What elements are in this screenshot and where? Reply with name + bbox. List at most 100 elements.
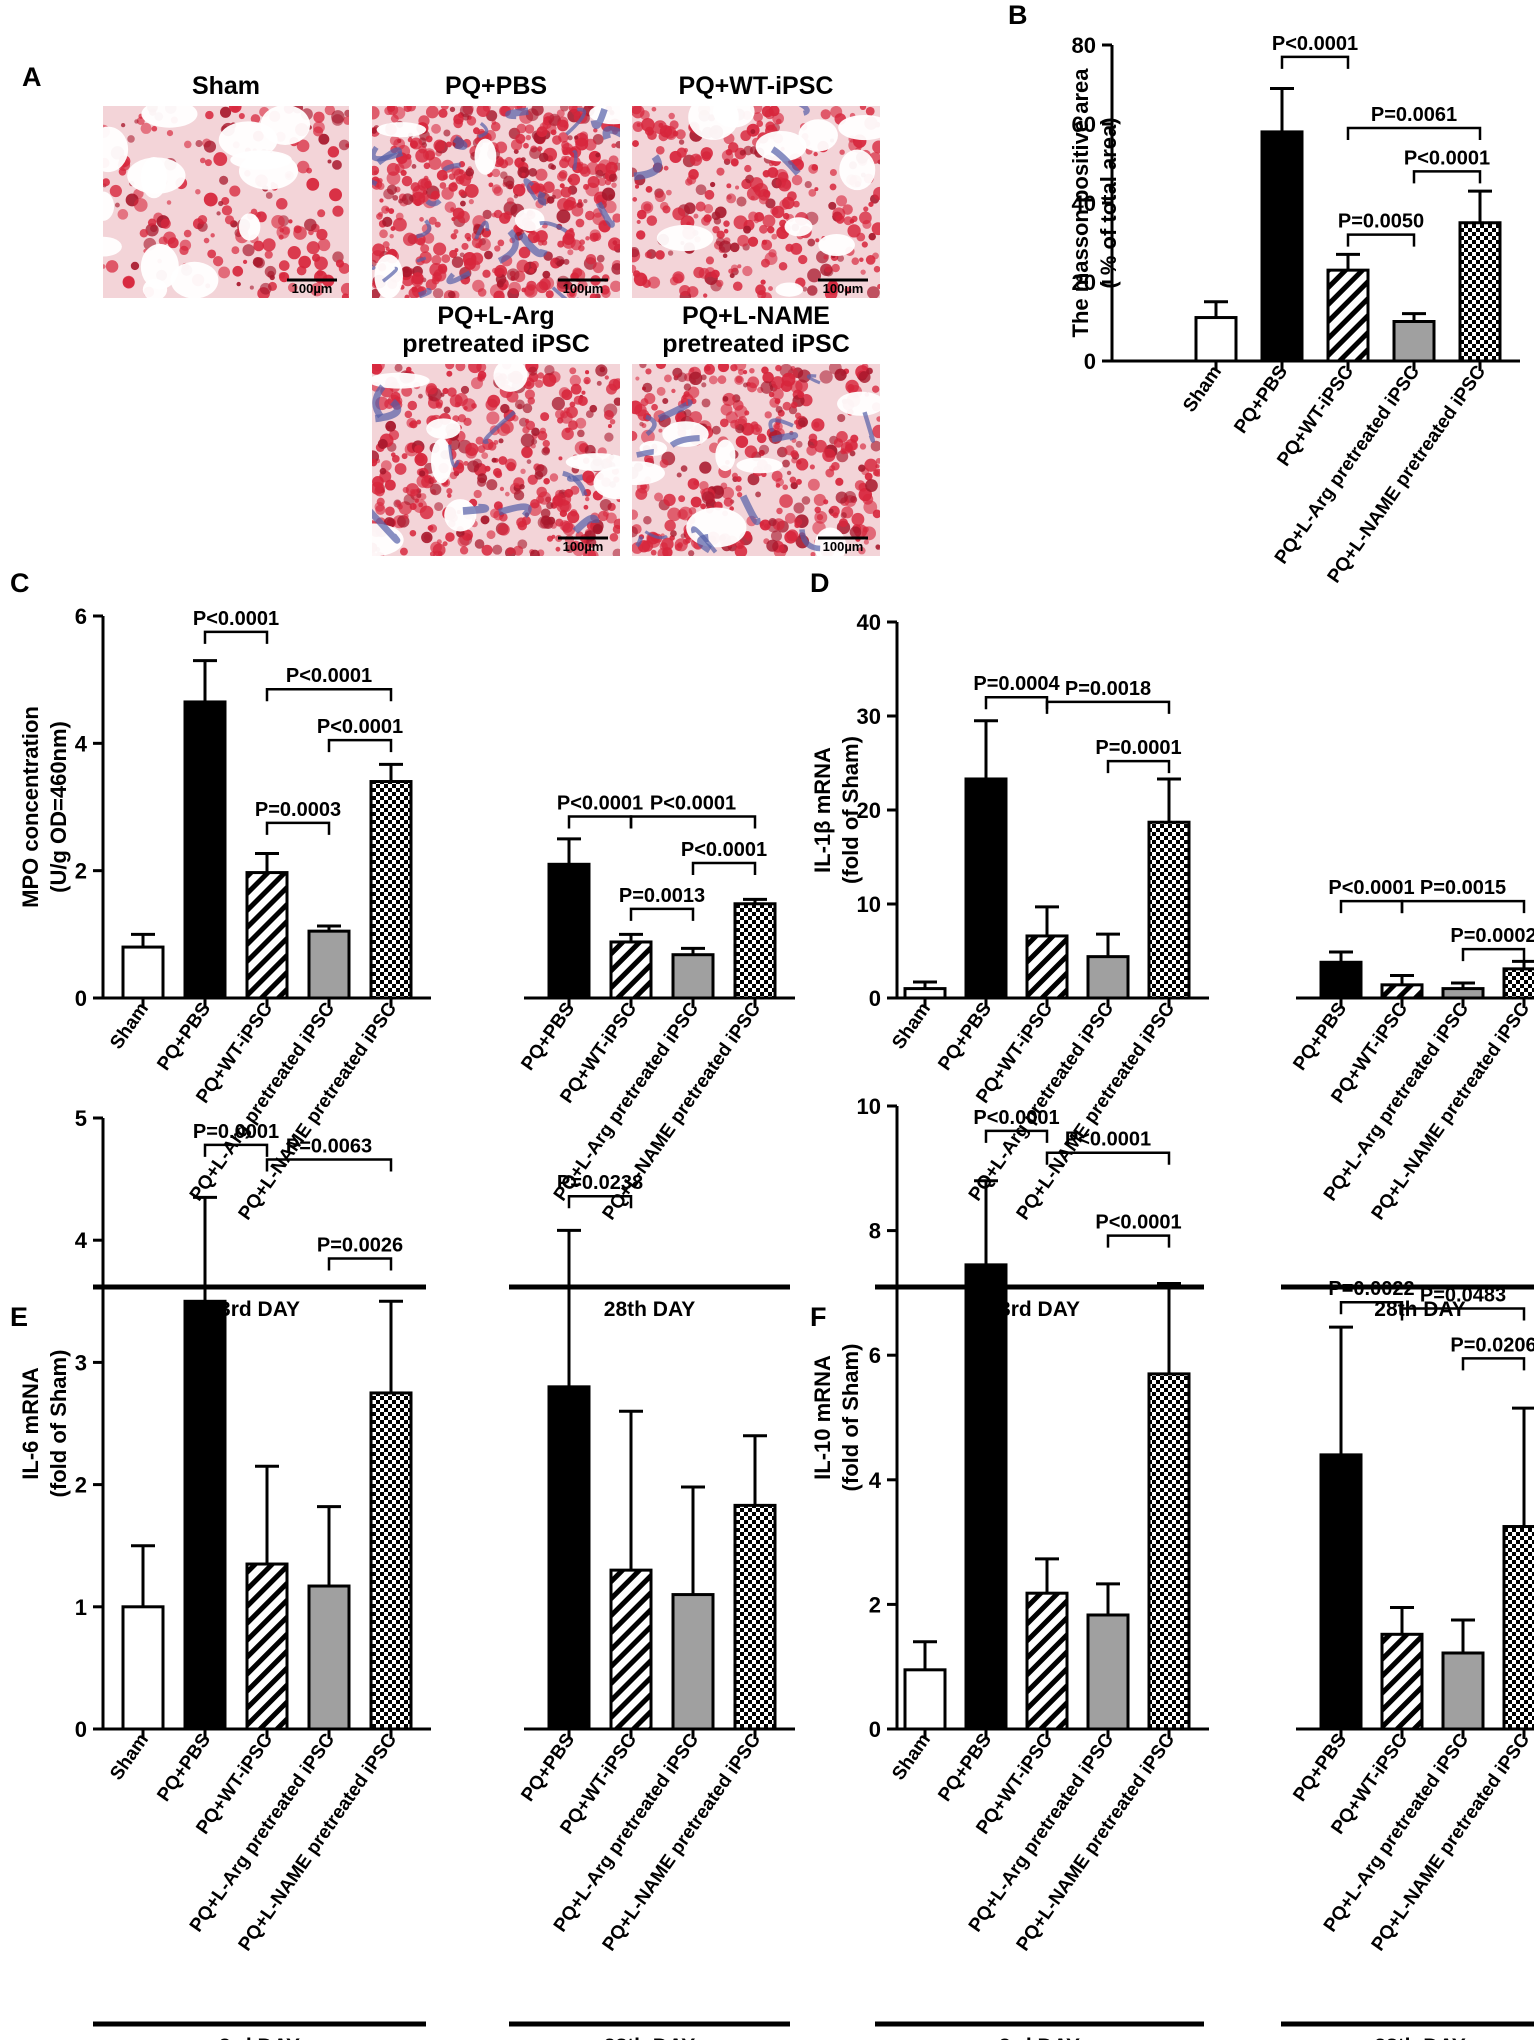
significance-bracket: [567, 1194, 633, 1209]
chart-c: C 0 2 4 6 MPO concentration (U/g OD=460nm) Sham…: [10, 568, 795, 1321]
significance-bracket: [1400, 1307, 1526, 1321]
day-group-label: 28th DAY: [1374, 2035, 1465, 2040]
significance-bracket: [265, 687, 393, 702]
y-axis-label: (fold of Sham): [838, 1344, 863, 1492]
significance-bracket: [567, 815, 633, 829]
micrograph-image: [103, 106, 349, 298]
x-tick-label: Sham: [106, 1730, 153, 1784]
y-axis-label: (U/g OD=460nm): [46, 721, 71, 893]
bar: [245, 871, 289, 1000]
bar: [307, 929, 351, 1000]
p-value-label: P=0.0238: [557, 1172, 643, 1194]
y-tick-label: 30: [857, 704, 881, 729]
p-value-label: P<0.0001: [681, 839, 767, 861]
x-tick-label: Sham: [888, 999, 935, 1053]
p-value-label: P=0.0018: [1065, 678, 1151, 700]
day-group-label: 3rd DAY: [219, 1298, 300, 1321]
bar: [121, 945, 165, 1000]
p-value-label: P=0.0022: [1328, 1278, 1414, 1300]
y-axis-label: The masson positive area: [1068, 68, 1093, 338]
day-group-label: 28th DAY: [604, 1298, 695, 1321]
x-tick-label: PQ+PBS: [1289, 1730, 1351, 1806]
significance-bracket: [265, 1158, 393, 1172]
bar: [671, 953, 715, 1000]
y-tick-label: 0: [1084, 349, 1096, 374]
y-tick-label: 2: [869, 1592, 881, 1617]
bar: [903, 1668, 947, 1731]
micrograph-title: Sham: [192, 72, 260, 100]
bar: [183, 1299, 227, 1731]
bar: [1086, 1613, 1130, 1731]
bar: [1147, 1372, 1191, 1731]
significance-bracket: [327, 738, 393, 753]
significance-bracket: [1346, 233, 1416, 247]
bar: [1502, 967, 1534, 1000]
y-tick-label: 6: [869, 1343, 881, 1368]
y-tick-label: 4: [869, 1468, 882, 1493]
bar: [1260, 130, 1304, 363]
y-tick-label: 1: [75, 1595, 87, 1620]
p-value-label: P=0.0013: [619, 885, 705, 907]
p-value-label: P=0.0002: [1450, 925, 1534, 947]
p-value-label: P=0.0001: [1095, 737, 1181, 759]
significance-bracket: [1461, 1357, 1526, 1371]
bar: [733, 1503, 777, 1731]
y-axis-label: MPO concentration: [18, 706, 43, 908]
bar: [1147, 820, 1191, 1000]
chart-b: B 0 20 40 60 80 The masson positive area( % of…: [1008, 0, 1520, 587]
p-value-label: P<0.0001: [650, 793, 736, 815]
y-tick-label: 20: [1072, 270, 1096, 295]
scale-bar-label: 100µm: [563, 539, 604, 554]
bar: [183, 700, 227, 1000]
p-value-label: P=0.0206: [1450, 1334, 1534, 1356]
bar: [1194, 316, 1238, 363]
micrograph-title: PQ+WT-iPSC: [679, 72, 834, 100]
y-tick-label: 80: [1072, 33, 1096, 58]
scale-bar-label: 100µm: [292, 281, 333, 296]
significance-bracket: [984, 1129, 1049, 1143]
significance-bracket: [1045, 1151, 1171, 1165]
bar: [1319, 1453, 1363, 1731]
x-tick-label: PQ+PBS: [517, 1730, 579, 1806]
y-tick-label: 0: [869, 1717, 881, 1742]
p-value-label: P=0.0003: [255, 799, 341, 821]
micrograph-title: PQ+PBS: [445, 72, 547, 100]
micrograph-title: PQ+L-Arg: [437, 302, 554, 330]
panel-label-d: D: [810, 568, 830, 598]
significance-bracket: [629, 907, 695, 921]
p-value-label: P<0.0001: [317, 716, 403, 738]
micrograph-title: PQ+L-NAME: [682, 302, 830, 330]
bar: [964, 777, 1008, 1000]
y-tick-label: 5: [75, 1106, 87, 1131]
y-axis-label: (fold of Sham): [46, 1350, 71, 1498]
x-tick-label: PQ+PBS: [153, 999, 215, 1075]
significance-bracket: [629, 815, 757, 829]
p-value-label: P<0.0001: [193, 608, 279, 630]
p-value-label: P<0.0001: [286, 665, 372, 687]
p-value-label: P=0.0004: [973, 673, 1060, 695]
x-tick-label: PQ+PBS: [934, 999, 996, 1075]
day-group-label: 3rd DAY: [999, 1298, 1080, 1321]
significance-bracket: [1339, 899, 1404, 914]
bar: [369, 780, 413, 1000]
bar: [1392, 320, 1436, 363]
x-tick-label: Sham: [106, 999, 153, 1053]
bar: [1086, 955, 1130, 1000]
significance-bracket: [1412, 170, 1482, 184]
panel-label-e: E: [10, 1302, 28, 1332]
p-value-label: P=0.0061: [1371, 104, 1457, 126]
y-tick-label: 2: [75, 1473, 87, 1498]
p-value-label: P=0.0026: [317, 1235, 403, 1257]
scale-bar-label: 100µm: [823, 281, 864, 296]
x-tick-label: PQ+PBS: [1289, 999, 1351, 1075]
significance-bracket: [203, 1143, 269, 1157]
significance-bracket: [1400, 899, 1526, 914]
bar: [609, 1568, 653, 1731]
y-tick-label: 0: [75, 1717, 87, 1742]
x-tick-label: Sham: [1179, 362, 1226, 416]
p-value-label: P=0.0015: [1420, 877, 1506, 899]
y-axis-label: (fold of Sham): [838, 736, 863, 884]
